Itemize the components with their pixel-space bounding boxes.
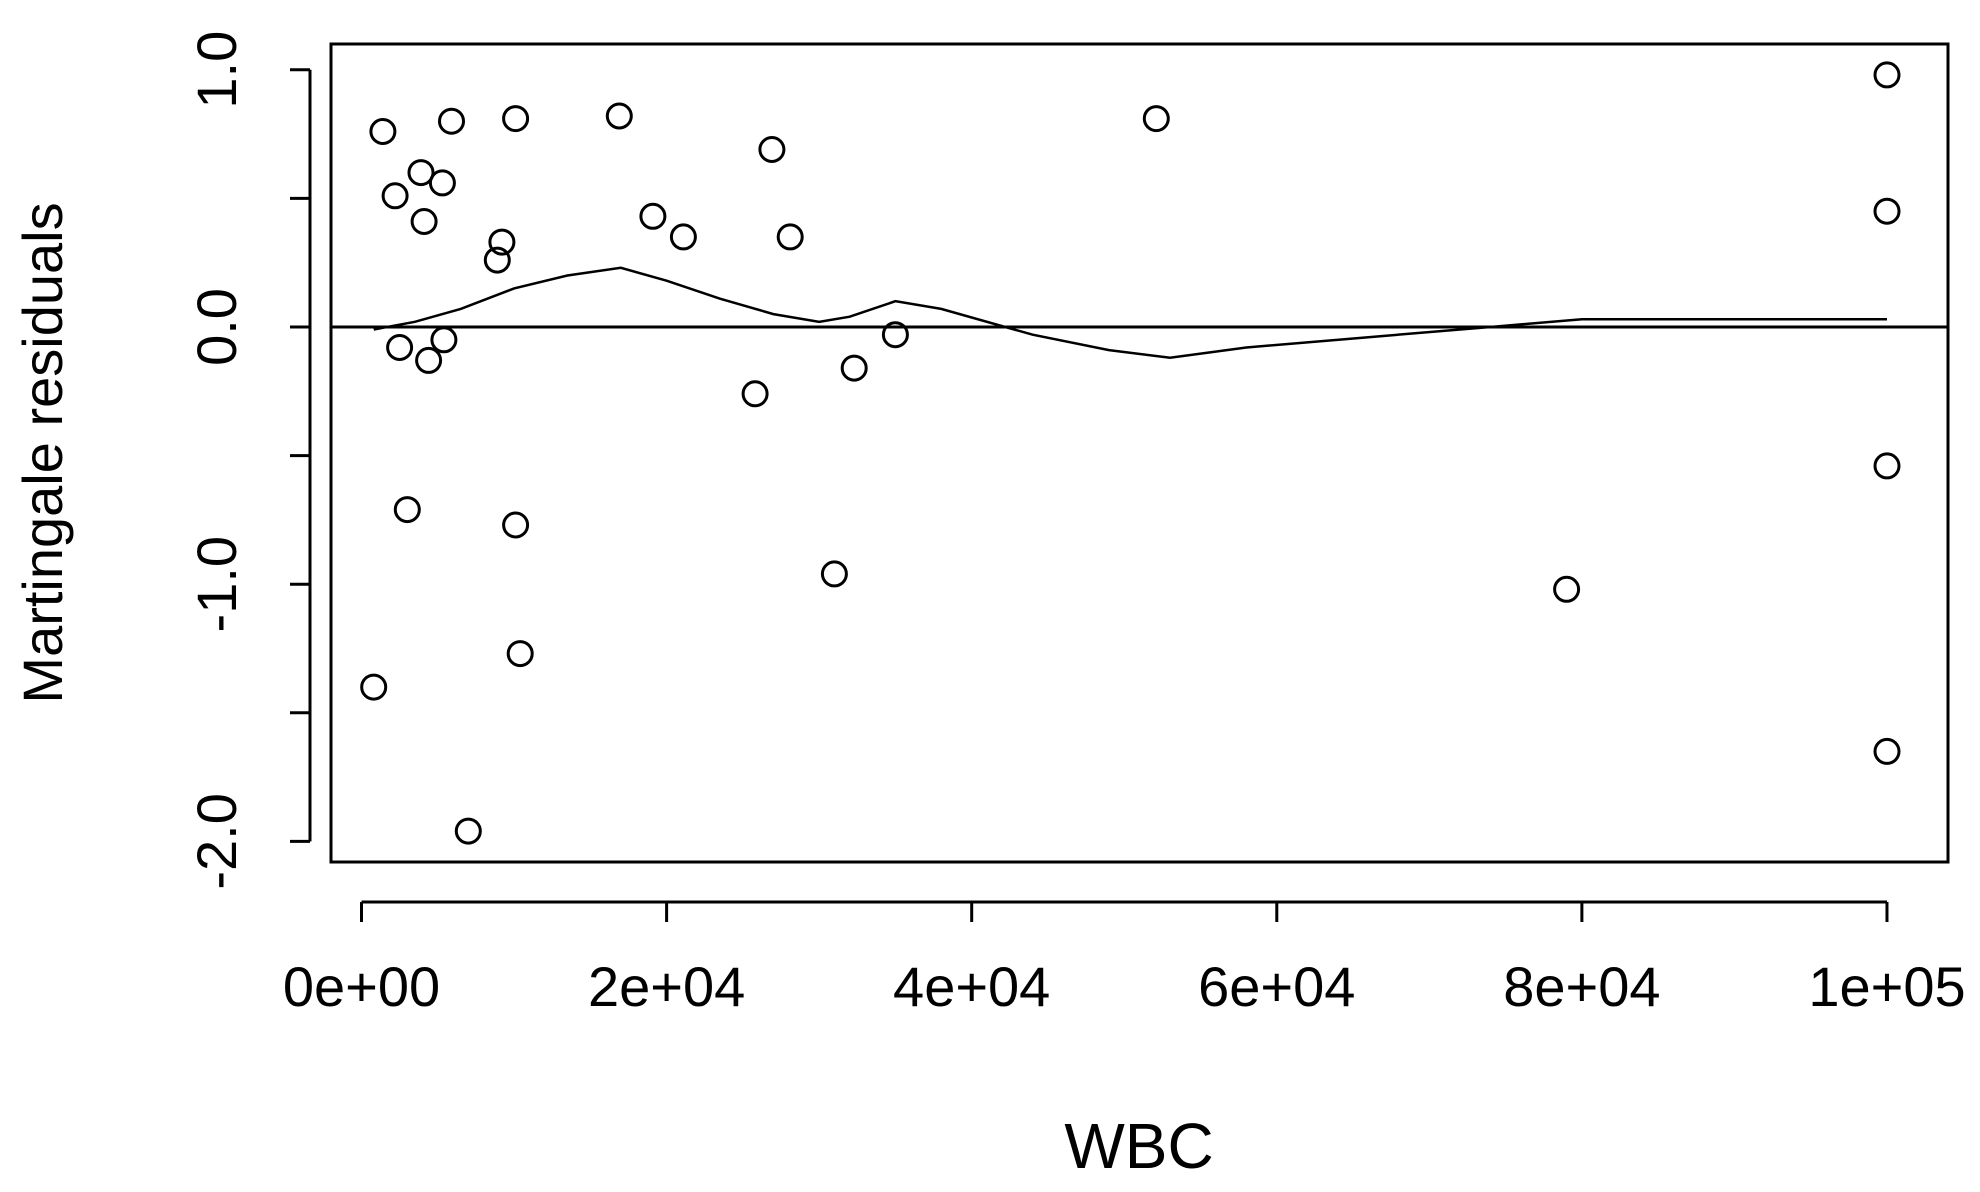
data-point-11 xyxy=(454,817,482,845)
data-point-29 xyxy=(1873,61,1901,89)
data-point-17 xyxy=(360,673,388,701)
y-tick-label-7: 1.0 xyxy=(185,31,248,109)
data-point-20 xyxy=(669,223,697,251)
x-tick-label-3: 4e+04 xyxy=(893,955,1050,1018)
smooth-line-layer xyxy=(373,266,1887,360)
data-point-12 xyxy=(483,246,511,274)
data-point-18 xyxy=(605,102,633,130)
x-axis: 0e+00 2e+04 4e+04 6e+04 8e+04 1e+05 xyxy=(283,900,1966,1018)
y-tick-label-1: -2.0 xyxy=(185,793,248,890)
data-point-2 xyxy=(381,182,409,210)
data-point-10 xyxy=(438,107,465,135)
y-tick-label-5: 0.0 xyxy=(185,288,248,366)
data-point-32 xyxy=(1873,737,1901,765)
data-point-9 xyxy=(430,326,458,354)
y-tick-label-3: -1.0 xyxy=(185,536,248,633)
data-point-31 xyxy=(1873,452,1901,480)
data-point-28 xyxy=(1553,575,1581,603)
plot-box xyxy=(329,42,1950,864)
data-point-22 xyxy=(758,136,786,163)
data-point-26 xyxy=(881,321,909,349)
data-point-5 xyxy=(407,159,435,187)
data-point-1 xyxy=(369,118,397,145)
data-point-3 xyxy=(386,334,414,361)
data-point-16 xyxy=(506,640,534,668)
data-point-27 xyxy=(1142,105,1170,133)
x-tick-label-4: 6e+04 xyxy=(1198,955,1355,1018)
x-tick-label-2: 2e+04 xyxy=(588,955,745,1018)
data-point-25 xyxy=(840,354,868,382)
data-point-4 xyxy=(393,496,421,524)
data-points-layer xyxy=(360,61,1901,845)
x-tick-label-6: 1e+05 xyxy=(1808,955,1965,1018)
data-point-7 xyxy=(415,346,443,374)
data-point-13 xyxy=(488,228,516,256)
data-point-24 xyxy=(820,560,848,588)
y-axis: -2.0 -1.0 0.0 1.0 xyxy=(185,31,312,890)
x-axis-label: WBC xyxy=(1064,1110,1213,1182)
data-point-15 xyxy=(502,511,530,539)
smooth-trend-line xyxy=(373,266,1887,360)
data-point-6 xyxy=(410,208,438,235)
data-point-8 xyxy=(428,169,456,197)
y-axis-label: Martingale residuals xyxy=(11,202,74,703)
data-point-30 xyxy=(1873,197,1901,225)
data-point-19 xyxy=(639,202,667,230)
data-point-14 xyxy=(502,105,530,133)
x-tick-label-5: 8e+04 xyxy=(1503,955,1660,1018)
data-point-21 xyxy=(741,380,769,408)
x-tick-label-1: 0e+00 xyxy=(283,955,440,1018)
data-point-23 xyxy=(776,223,804,251)
